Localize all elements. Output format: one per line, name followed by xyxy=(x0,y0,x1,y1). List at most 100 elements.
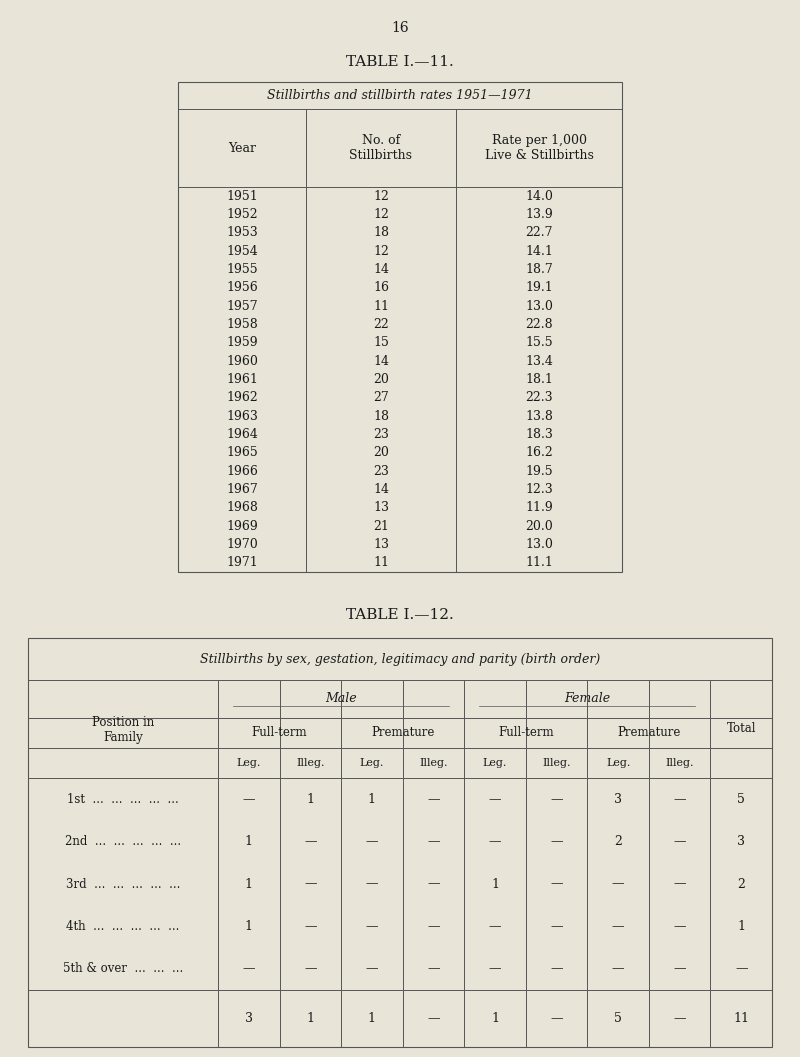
Text: Rate per 1,000
Live & Stillbirths: Rate per 1,000 Live & Stillbirths xyxy=(485,134,594,162)
Text: Total: Total xyxy=(726,723,756,736)
Text: 11: 11 xyxy=(373,556,389,570)
Text: 23: 23 xyxy=(373,428,389,441)
Text: 15: 15 xyxy=(373,336,389,349)
Text: —: — xyxy=(427,835,440,848)
Text: 14: 14 xyxy=(373,263,389,276)
Text: Illeg.: Illeg. xyxy=(666,758,694,768)
Text: 21: 21 xyxy=(373,520,389,533)
Text: 12: 12 xyxy=(373,208,389,221)
Text: Female: Female xyxy=(564,692,610,705)
Text: —: — xyxy=(550,1012,563,1025)
Text: Full-term: Full-term xyxy=(498,726,554,740)
Text: —: — xyxy=(366,877,378,890)
Text: —: — xyxy=(489,793,502,805)
Text: 1958: 1958 xyxy=(226,318,258,331)
Text: 5: 5 xyxy=(614,1012,622,1025)
Text: —: — xyxy=(427,1012,440,1025)
Text: 19.5: 19.5 xyxy=(525,465,553,478)
Text: 1956: 1956 xyxy=(226,281,258,294)
Text: 22.3: 22.3 xyxy=(525,391,553,405)
Text: Illeg.: Illeg. xyxy=(419,758,448,768)
Text: —: — xyxy=(674,793,686,805)
Text: 1961: 1961 xyxy=(226,373,258,386)
Text: 14.0: 14.0 xyxy=(525,189,553,203)
Text: TABLE I.—11.: TABLE I.—11. xyxy=(346,55,454,69)
Text: —: — xyxy=(735,962,747,976)
Text: —: — xyxy=(489,835,502,848)
Text: —: — xyxy=(366,962,378,976)
Text: No. of
Stillbirths: No. of Stillbirths xyxy=(350,134,413,162)
Text: 13: 13 xyxy=(373,538,389,551)
Text: 1955: 1955 xyxy=(226,263,258,276)
Text: 22.8: 22.8 xyxy=(525,318,553,331)
Text: Leg.: Leg. xyxy=(483,758,507,768)
Text: 11.1: 11.1 xyxy=(525,556,553,570)
Text: 18.1: 18.1 xyxy=(525,373,553,386)
Text: —: — xyxy=(304,835,317,848)
Text: Premature: Premature xyxy=(371,726,434,740)
Text: —: — xyxy=(304,962,317,976)
Text: 1: 1 xyxy=(491,1012,499,1025)
Text: 1: 1 xyxy=(491,877,499,890)
Text: 14: 14 xyxy=(373,355,389,368)
Text: 18: 18 xyxy=(373,226,389,239)
Text: 27: 27 xyxy=(373,391,389,405)
Text: 2nd  ...  ...  ...  ...  ...: 2nd ... ... ... ... ... xyxy=(65,835,181,848)
Text: Full-term: Full-term xyxy=(252,726,307,740)
Text: 1952: 1952 xyxy=(226,208,258,221)
Text: Illeg.: Illeg. xyxy=(296,758,325,768)
Text: —: — xyxy=(427,962,440,976)
Text: —: — xyxy=(489,920,502,933)
Text: 1965: 1965 xyxy=(226,446,258,460)
Text: Male: Male xyxy=(326,692,357,705)
Text: —: — xyxy=(366,835,378,848)
Text: —: — xyxy=(612,920,624,933)
Text: —: — xyxy=(427,877,440,890)
Text: 13.0: 13.0 xyxy=(525,300,553,313)
Text: 1: 1 xyxy=(738,920,746,933)
Text: —: — xyxy=(674,920,686,933)
Text: —: — xyxy=(674,1012,686,1025)
Text: 1: 1 xyxy=(306,793,314,805)
Text: 1968: 1968 xyxy=(226,501,258,515)
Text: Leg.: Leg. xyxy=(360,758,384,768)
Text: 20: 20 xyxy=(373,446,389,460)
Text: 1959: 1959 xyxy=(226,336,258,349)
Text: —: — xyxy=(674,835,686,848)
Text: Position in: Position in xyxy=(92,717,154,729)
Text: 4th  ...  ...  ...  ...  ...: 4th ... ... ... ... ... xyxy=(66,920,180,933)
Text: 11.9: 11.9 xyxy=(525,501,553,515)
Text: 1957: 1957 xyxy=(226,300,258,313)
Bar xyxy=(178,82,622,572)
Text: 1970: 1970 xyxy=(226,538,258,551)
Text: 22: 22 xyxy=(373,318,389,331)
Text: Leg.: Leg. xyxy=(606,758,630,768)
Text: 1963: 1963 xyxy=(226,410,258,423)
Text: 14.1: 14.1 xyxy=(525,244,553,258)
Text: —: — xyxy=(550,835,563,848)
Text: 1: 1 xyxy=(306,1012,314,1025)
Text: —: — xyxy=(242,793,255,805)
Text: 5th & over  ...  ...  ...: 5th & over ... ... ... xyxy=(63,962,183,976)
Text: 3: 3 xyxy=(614,793,622,805)
Text: 12: 12 xyxy=(373,189,389,203)
Text: —: — xyxy=(427,793,440,805)
Text: 16.2: 16.2 xyxy=(525,446,553,460)
Text: 18.3: 18.3 xyxy=(525,428,553,441)
Text: 13.4: 13.4 xyxy=(525,355,553,368)
Text: 23: 23 xyxy=(373,465,389,478)
Text: 1967: 1967 xyxy=(226,483,258,496)
Text: 13.8: 13.8 xyxy=(525,410,553,423)
Text: TABLE I.—12.: TABLE I.—12. xyxy=(346,608,454,622)
Text: 1: 1 xyxy=(368,793,376,805)
Text: Premature: Premature xyxy=(618,726,681,740)
Text: 16: 16 xyxy=(391,21,409,35)
Text: —: — xyxy=(674,962,686,976)
Text: 12.3: 12.3 xyxy=(525,483,553,496)
Text: 13: 13 xyxy=(373,501,389,515)
Text: —: — xyxy=(304,920,317,933)
Text: Year: Year xyxy=(228,142,256,154)
Text: Illeg.: Illeg. xyxy=(542,758,571,768)
Text: Stillbirths by sex, gestation, legitimacy and parity (birth order): Stillbirths by sex, gestation, legitimac… xyxy=(200,652,600,666)
Text: 1954: 1954 xyxy=(226,244,258,258)
